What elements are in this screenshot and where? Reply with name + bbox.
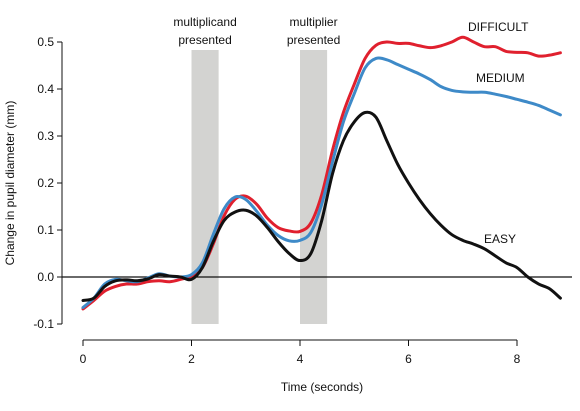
series-label-difficult: DIFFICULT (468, 20, 529, 34)
y-tick-label: -0.1 (33, 317, 54, 331)
annotation-multiplicand-line2: presented (178, 33, 231, 47)
x-tick-label: 0 (80, 352, 87, 366)
y-tick-label: 0.3 (37, 129, 54, 143)
annotation-multiplicand-line1: multiplicand (173, 15, 236, 29)
y-tick-label: 0.1 (37, 223, 54, 237)
annotations: multiplicand presented multiplier presen… (173, 15, 340, 47)
series-line-easy (81, 110, 562, 302)
event-bands (191, 50, 328, 324)
series-line-difficult (81, 35, 562, 311)
annotation-multiplier-line1: multiplier (290, 15, 338, 29)
multiplicand-band (191, 50, 219, 324)
x-axis-title: Time (seconds) (281, 380, 363, 394)
x-tick-label: 4 (297, 352, 304, 366)
y-axis-title: Change in pupil diameter (mm) (3, 101, 17, 266)
y-axis: -0.1 0.0 0.1 0.2 0.3 0.4 0.5 (33, 35, 63, 331)
x-tick-label: 2 (188, 352, 195, 366)
y-tick-label: 0.2 (37, 176, 54, 190)
y-tick-label: 0.5 (37, 35, 54, 49)
y-tick-label: 0.0 (37, 270, 54, 284)
x-tick-label: 8 (514, 352, 521, 366)
series-label-easy: EASY (484, 232, 516, 246)
series-label-medium: MEDIUM (476, 71, 525, 85)
series-group (81, 35, 562, 311)
x-axis: 0 2 4 6 8 (80, 339, 521, 366)
y-tick-label: 0.4 (37, 82, 54, 96)
x-tick-label: 6 (405, 352, 412, 366)
annotation-multiplier-line2: presented (287, 33, 340, 47)
